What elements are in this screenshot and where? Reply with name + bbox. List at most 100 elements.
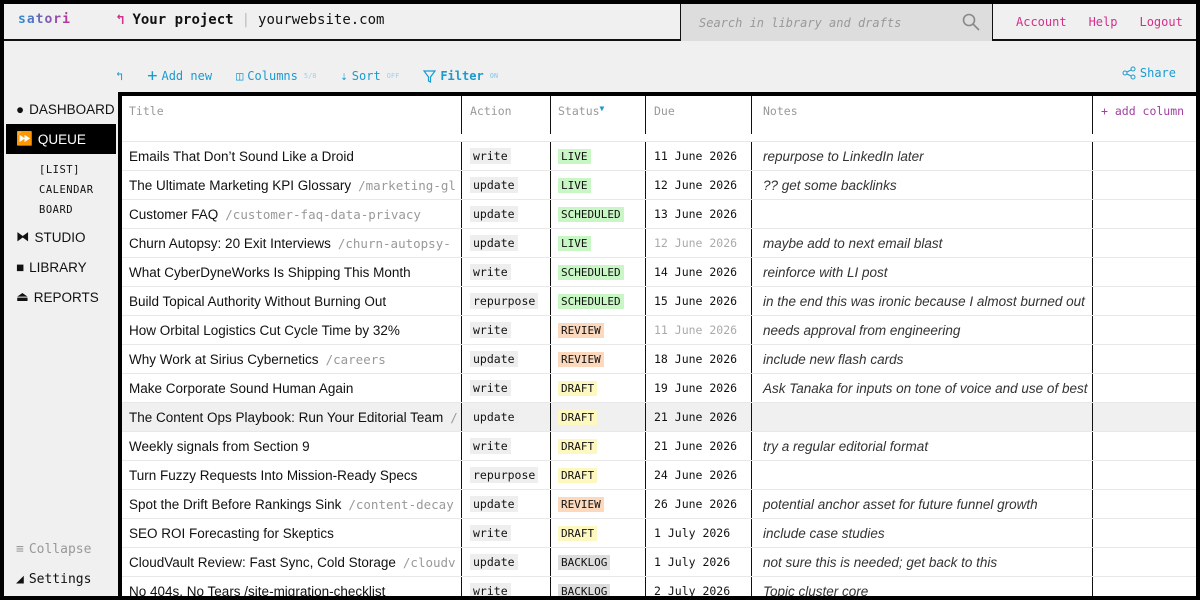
notes-cell[interactable]: ?? get some backlinks xyxy=(752,171,1093,199)
action-cell[interactable]: repurpose xyxy=(462,461,551,489)
due-cell[interactable]: 1 July 2026 xyxy=(646,548,752,576)
notes-cell[interactable]: potential anchor asset for future funnel… xyxy=(752,490,1093,518)
due-cell[interactable]: 26 June 2026 xyxy=(646,490,752,518)
title-cell[interactable]: Spot the Drift Before Rankings Sink/cont… xyxy=(122,490,462,518)
logo[interactable]: satori xyxy=(18,12,71,27)
action-cell[interactable]: write xyxy=(462,432,551,460)
title-cell[interactable]: Churn Autopsy: 20 Exit Interviews/churn-… xyxy=(122,229,462,257)
status-cell[interactable]: DRAFT xyxy=(551,519,646,547)
due-cell[interactable]: 21 June 2026 xyxy=(646,403,752,431)
due-cell[interactable]: 1 July 2026 xyxy=(646,519,752,547)
status-cell[interactable]: BACKLOG xyxy=(551,577,646,596)
status-cell[interactable]: REVIEW xyxy=(551,345,646,373)
table-row[interactable]: The Ultimate Marketing KPI Glossary/mark… xyxy=(122,171,1196,200)
notes-cell[interactable]: Topic cluster core xyxy=(752,577,1093,596)
due-cell[interactable]: 13 June 2026 xyxy=(646,200,752,228)
notes-cell[interactable] xyxy=(752,403,1093,431)
due-cell[interactable]: 15 June 2026 xyxy=(646,287,752,315)
table-row[interactable]: SEO ROI Forecasting for Skeptics write D… xyxy=(122,519,1196,548)
title-cell[interactable]: How Orbital Logistics Cut Cycle Time by … xyxy=(122,316,462,344)
due-cell[interactable]: 18 June 2026 xyxy=(646,345,752,373)
status-cell[interactable]: SCHEDULED xyxy=(551,287,646,315)
title-cell[interactable]: Turn Fuzzy Requests Into Mission-Ready S… xyxy=(122,461,462,489)
table-row[interactable]: How Orbital Logistics Cut Cycle Time by … xyxy=(122,316,1196,345)
title-cell[interactable]: CloudVault Review: Fast Sync, Cold Stora… xyxy=(122,548,462,576)
title-cell[interactable]: What CyberDyneWorks Is Shipping This Mon… xyxy=(122,258,462,286)
action-cell[interactable]: write xyxy=(462,577,551,596)
title-cell[interactable]: Build Topical Authority Without Burning … xyxy=(122,287,462,315)
due-cell[interactable]: 14 June 2026 xyxy=(646,258,752,286)
title-cell[interactable]: Make Corporate Sound Human Again xyxy=(122,374,462,402)
due-cell[interactable]: 12 June 2026 xyxy=(646,229,752,257)
table-row[interactable]: Why Work at Sirius Cybernetics/careers u… xyxy=(122,345,1196,374)
status-cell[interactable]: DRAFT xyxy=(551,432,646,460)
table-row[interactable]: Turn Fuzzy Requests Into Mission-Ready S… xyxy=(122,461,1196,490)
column-header-action[interactable]: Action xyxy=(462,96,551,134)
action-cell[interactable]: update xyxy=(462,490,551,518)
title-cell[interactable]: Customer FAQ/customer-faq-data-privacy xyxy=(122,200,462,228)
notes-cell[interactable]: repurpose to LinkedIn later xyxy=(752,142,1093,170)
table-row[interactable]: No 404s, No Tears /site-migration-checkl… xyxy=(122,577,1196,596)
table-row[interactable]: What CyberDyneWorks Is Shipping This Mon… xyxy=(122,258,1196,287)
help-link[interactable]: Help xyxy=(1088,15,1118,29)
columns-button[interactable]: ◫ Columns 5/8 xyxy=(236,69,316,83)
project-name[interactable]: Your project xyxy=(132,12,234,28)
action-cell[interactable]: write xyxy=(462,142,551,170)
title-cell[interactable]: Why Work at Sirius Cybernetics/careers xyxy=(122,345,462,373)
sidebar-item-reports[interactable]: ⏏ REPORTS xyxy=(4,282,118,312)
action-cell[interactable]: write xyxy=(462,519,551,547)
status-cell[interactable]: REVIEW xyxy=(551,316,646,344)
status-cell[interactable]: DRAFT xyxy=(551,403,646,431)
notes-cell[interactable]: include new flash cards xyxy=(752,345,1093,373)
sidebar-item-library[interactable]: ■ LIBRARY xyxy=(4,252,118,282)
table-row[interactable]: Build Topical Authority Without Burning … xyxy=(122,287,1196,316)
notes-cell[interactable]: include case studies xyxy=(752,519,1093,547)
table-row[interactable]: CloudVault Review: Fast Sync, Cold Stora… xyxy=(122,548,1196,577)
action-cell[interactable]: update xyxy=(462,200,551,228)
filter-button[interactable]: Filter ON xyxy=(423,69,498,83)
sort-button[interactable]: ⇣ Sort OFF xyxy=(341,69,400,83)
column-header-due[interactable]: Due xyxy=(646,96,752,134)
settings-button[interactable]: ◢ Settings xyxy=(4,564,118,594)
search-icon[interactable] xyxy=(962,13,980,31)
logout-link[interactable]: Logout xyxy=(1139,15,1183,29)
notes-cell[interactable]: Ask Tanaka for inputs on tone of voice a… xyxy=(752,374,1093,402)
title-cell[interactable]: No 404s, No Tears /site-migration-checkl… xyxy=(122,577,462,596)
title-cell[interactable]: Emails That Don’t Sound Like a Droid xyxy=(122,142,462,170)
collapse-button[interactable]: ≡ Collapse xyxy=(4,534,118,564)
sidebar-item-studio[interactable]: ⧓ STUDIO xyxy=(4,222,118,252)
status-cell[interactable]: LIVE xyxy=(551,229,646,257)
add-new-button[interactable]: + Add new xyxy=(147,66,212,86)
sidebar-item-queue[interactable]: ⏩ QUEUE xyxy=(6,124,116,154)
up-arrow-icon[interactable]: ↰ xyxy=(116,12,125,28)
status-cell[interactable]: DRAFT xyxy=(551,461,646,489)
status-cell[interactable]: REVIEW xyxy=(551,490,646,518)
action-cell[interactable]: write xyxy=(462,374,551,402)
action-cell[interactable]: write xyxy=(462,258,551,286)
sidebar-item-dashboard[interactable]: ● DASHBOARD xyxy=(4,94,118,124)
table-row[interactable]: Customer FAQ/customer-faq-data-privacy u… xyxy=(122,200,1196,229)
queue-view-calendar[interactable]: CALENDAR xyxy=(39,184,94,196)
status-cell[interactable]: SCHEDULED xyxy=(551,258,646,286)
search-input[interactable] xyxy=(699,15,949,30)
due-cell[interactable]: 12 June 2026 xyxy=(646,171,752,199)
status-cell[interactable]: DRAFT xyxy=(551,374,646,402)
status-cell[interactable]: LIVE xyxy=(551,142,646,170)
share-button[interactable]: Share xyxy=(1122,66,1176,80)
action-cell[interactable]: write xyxy=(462,316,551,344)
action-cell[interactable]: update xyxy=(462,345,551,373)
status-cell[interactable]: LIVE xyxy=(551,171,646,199)
notes-cell[interactable] xyxy=(752,461,1093,489)
due-cell[interactable]: 11 June 2026 xyxy=(646,142,752,170)
column-header-title[interactable]: Title xyxy=(122,96,462,134)
status-cell[interactable]: BACKLOG xyxy=(551,548,646,576)
table-row[interactable]: Emails That Don’t Sound Like a Droid wri… xyxy=(122,142,1196,171)
due-cell[interactable]: 24 June 2026 xyxy=(646,461,752,489)
status-cell[interactable]: SCHEDULED xyxy=(551,200,646,228)
action-cell[interactable]: update xyxy=(462,171,551,199)
table-row[interactable]: The Content Ops Playbook: Run Your Edito… xyxy=(122,403,1196,432)
action-cell[interactable]: update xyxy=(462,403,551,431)
notes-cell[interactable]: reinforce with LI post xyxy=(752,258,1093,286)
table-row[interactable]: Churn Autopsy: 20 Exit Interviews/churn-… xyxy=(122,229,1196,258)
up-level-button[interactable]: ↰ xyxy=(116,69,123,83)
